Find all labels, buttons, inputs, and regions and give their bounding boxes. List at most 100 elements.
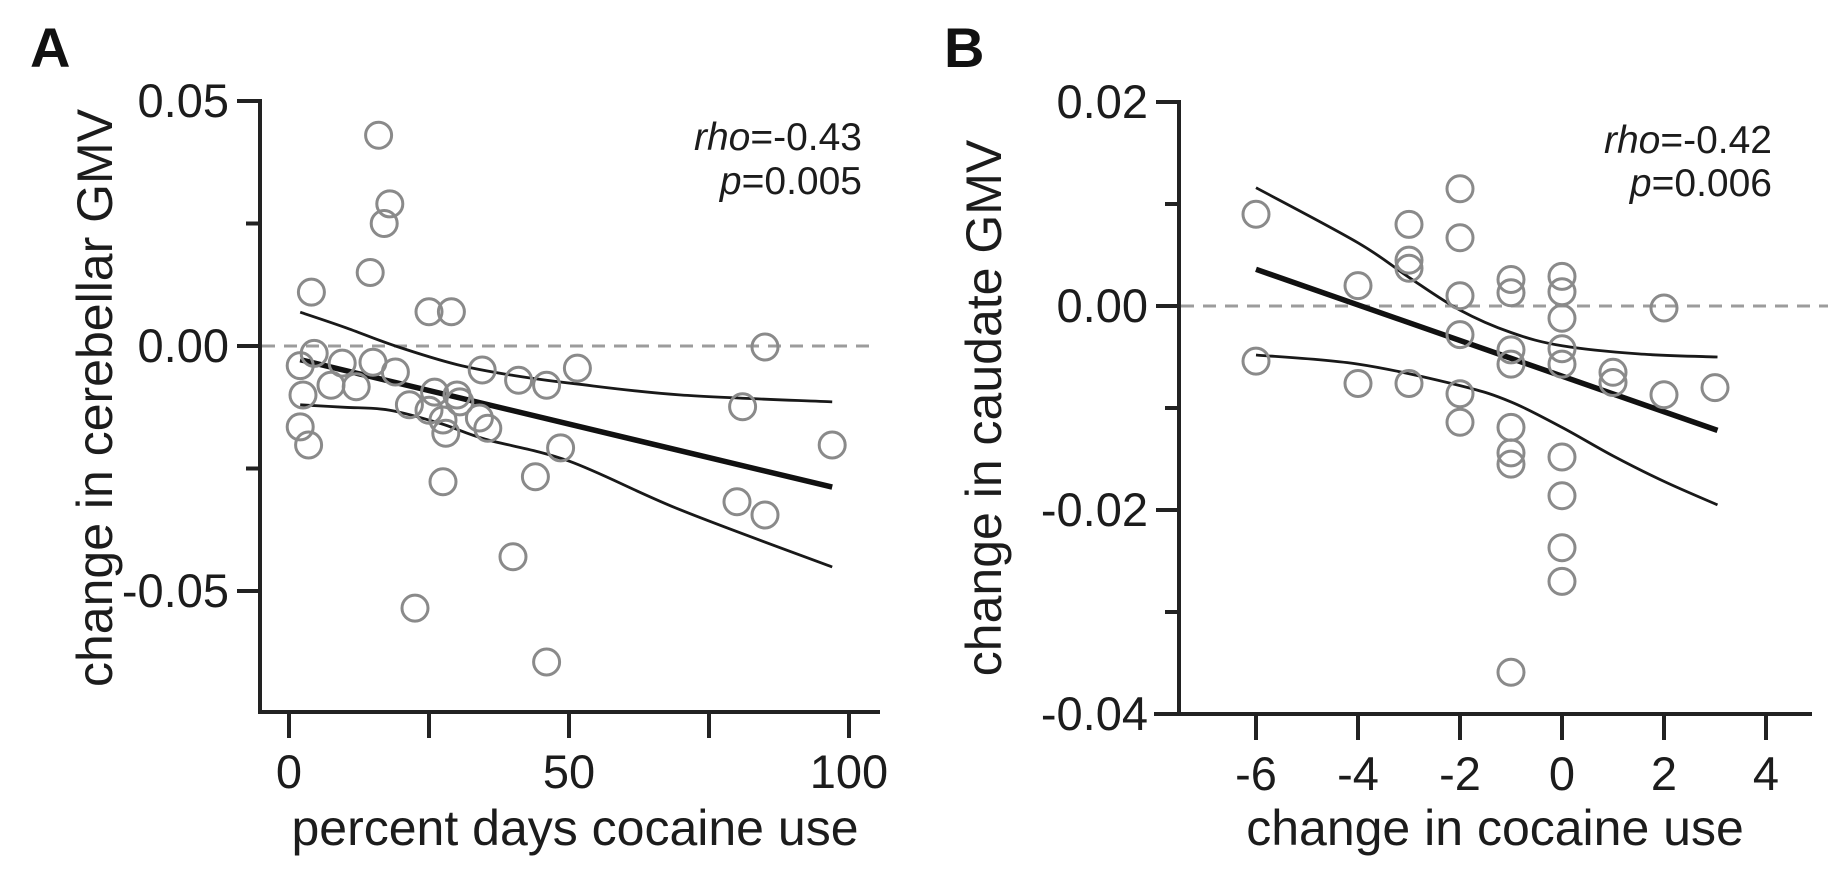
- y-tick-label: 0.00: [138, 319, 229, 372]
- panel-a-points: [285, 120, 847, 677]
- ci-upper-curve: [1255, 186, 1718, 359]
- data-point: [1598, 357, 1628, 387]
- data-point: [1445, 223, 1475, 253]
- regression-line: [1255, 266, 1719, 433]
- data-point: [467, 355, 497, 385]
- data-point: [728, 392, 758, 422]
- data-point: [1241, 346, 1271, 376]
- data-point: [431, 418, 461, 448]
- data-point: [364, 120, 394, 150]
- data-point: [1394, 209, 1424, 239]
- ci-lower-curve: [300, 403, 833, 569]
- panel-b-letter: B: [944, 16, 984, 79]
- panel-a-p-annotation: p=0.005: [719, 160, 862, 203]
- data-point: [1445, 379, 1475, 409]
- y-tick-label: 0.02: [1057, 75, 1148, 128]
- data-point: [369, 209, 399, 238]
- panel-b-fit-curves: [1255, 186, 1719, 507]
- data-point: [1547, 533, 1577, 563]
- p-symbol: p: [1629, 162, 1652, 205]
- data-point: [1649, 293, 1679, 323]
- data-point: [473, 413, 503, 443]
- data-point: [1496, 412, 1526, 442]
- ci-upper-curve: [299, 310, 833, 404]
- panel-b-axes: -6 -4 -2 0 2 4 0.02 0.00 -0.02 -0.04: [1041, 75, 1812, 800]
- data-point: [1496, 265, 1526, 294]
- data-point: [420, 377, 450, 407]
- x-tick-label: 100: [810, 745, 888, 798]
- data-point: [817, 430, 847, 460]
- data-point: [1241, 199, 1271, 229]
- data-point: [288, 380, 318, 410]
- data-point: [428, 467, 458, 497]
- data-point: [1445, 407, 1475, 437]
- data-point: [1700, 373, 1730, 403]
- data-point: [1496, 657, 1526, 687]
- panel-b-rho-annotation: rho=-0.42: [1604, 119, 1772, 162]
- data-point: [1496, 438, 1526, 468]
- data-point: [1547, 442, 1577, 472]
- rho-value: =-0.43: [750, 116, 862, 159]
- data-point: [1394, 245, 1424, 275]
- data-point: [445, 387, 475, 417]
- data-point: [1547, 566, 1577, 596]
- data-point: [1547, 303, 1577, 333]
- data-point: [400, 593, 430, 623]
- data-point: [294, 430, 324, 460]
- panel-b-points: [1241, 174, 1730, 687]
- panel-a-letter: A: [30, 16, 70, 79]
- data-point: [428, 405, 458, 435]
- rho-value: =-0.42: [1660, 119, 1772, 162]
- rho-symbol: rho: [694, 116, 750, 159]
- panel-a-y-axis-title: change in cerebellar GMV: [67, 108, 123, 687]
- x-tick-label: -4: [1337, 747, 1379, 800]
- panel-b-p-annotation: p=0.006: [1629, 162, 1772, 205]
- x-tick-label: 4: [1753, 747, 1779, 800]
- data-point: [546, 433, 576, 463]
- x-tick-label: 0: [276, 745, 302, 798]
- data-point: [285, 412, 315, 442]
- regression-line: [299, 357, 833, 490]
- data-point: [1547, 277, 1577, 307]
- data-point: [1394, 253, 1424, 283]
- data-point: [1343, 271, 1373, 301]
- x-tick-label: -6: [1235, 747, 1277, 800]
- data-point: [464, 403, 494, 433]
- data-point: [504, 365, 534, 395]
- data-point: [1547, 481, 1577, 511]
- rho-symbol: rho: [1604, 119, 1660, 162]
- data-point: [1394, 369, 1424, 398]
- data-point: [1496, 335, 1526, 365]
- data-point: [341, 372, 371, 402]
- data-point: [520, 462, 550, 492]
- panel-a-fit-curves: [299, 310, 833, 569]
- x-tick-label: 0: [1549, 747, 1575, 800]
- data-point: [414, 297, 444, 327]
- data-point: [375, 189, 405, 219]
- data-point: [750, 500, 780, 530]
- y-tick-label: -0.02: [1041, 483, 1148, 536]
- ci-lower-curve: [1255, 353, 1719, 507]
- y-tick-label: 0.00: [1057, 279, 1148, 332]
- panel-b: -6 -4 -2 0 2 4 0.02 0.00 -0.02 -0.04 B change in …: [944, 16, 1828, 856]
- data-point: [296, 277, 326, 307]
- panel-a-x-axis-title: percent days cocaine use: [291, 800, 858, 856]
- data-point: [1649, 380, 1679, 410]
- data-point: [380, 357, 410, 387]
- panel-b-x-axis-title: change in cocaine use: [1246, 800, 1744, 856]
- data-point: [750, 332, 780, 362]
- data-point: [1547, 349, 1577, 379]
- data-point: [532, 647, 562, 677]
- panel-a: 0 50 100 0.05 0.00 -0.05 A change in cerebell…: [30, 16, 888, 856]
- data-point: [1496, 449, 1526, 479]
- data-point: [285, 351, 315, 381]
- data-point: [436, 297, 466, 327]
- p-symbol: p: [719, 160, 742, 203]
- y-tick-label: -0.04: [1041, 687, 1148, 740]
- data-point: [1496, 349, 1526, 379]
- panel-a-rho-annotation: rho=-0.43: [694, 116, 862, 159]
- p-value: =0.006: [1652, 162, 1772, 205]
- y-tick-label: 0.05: [138, 74, 229, 127]
